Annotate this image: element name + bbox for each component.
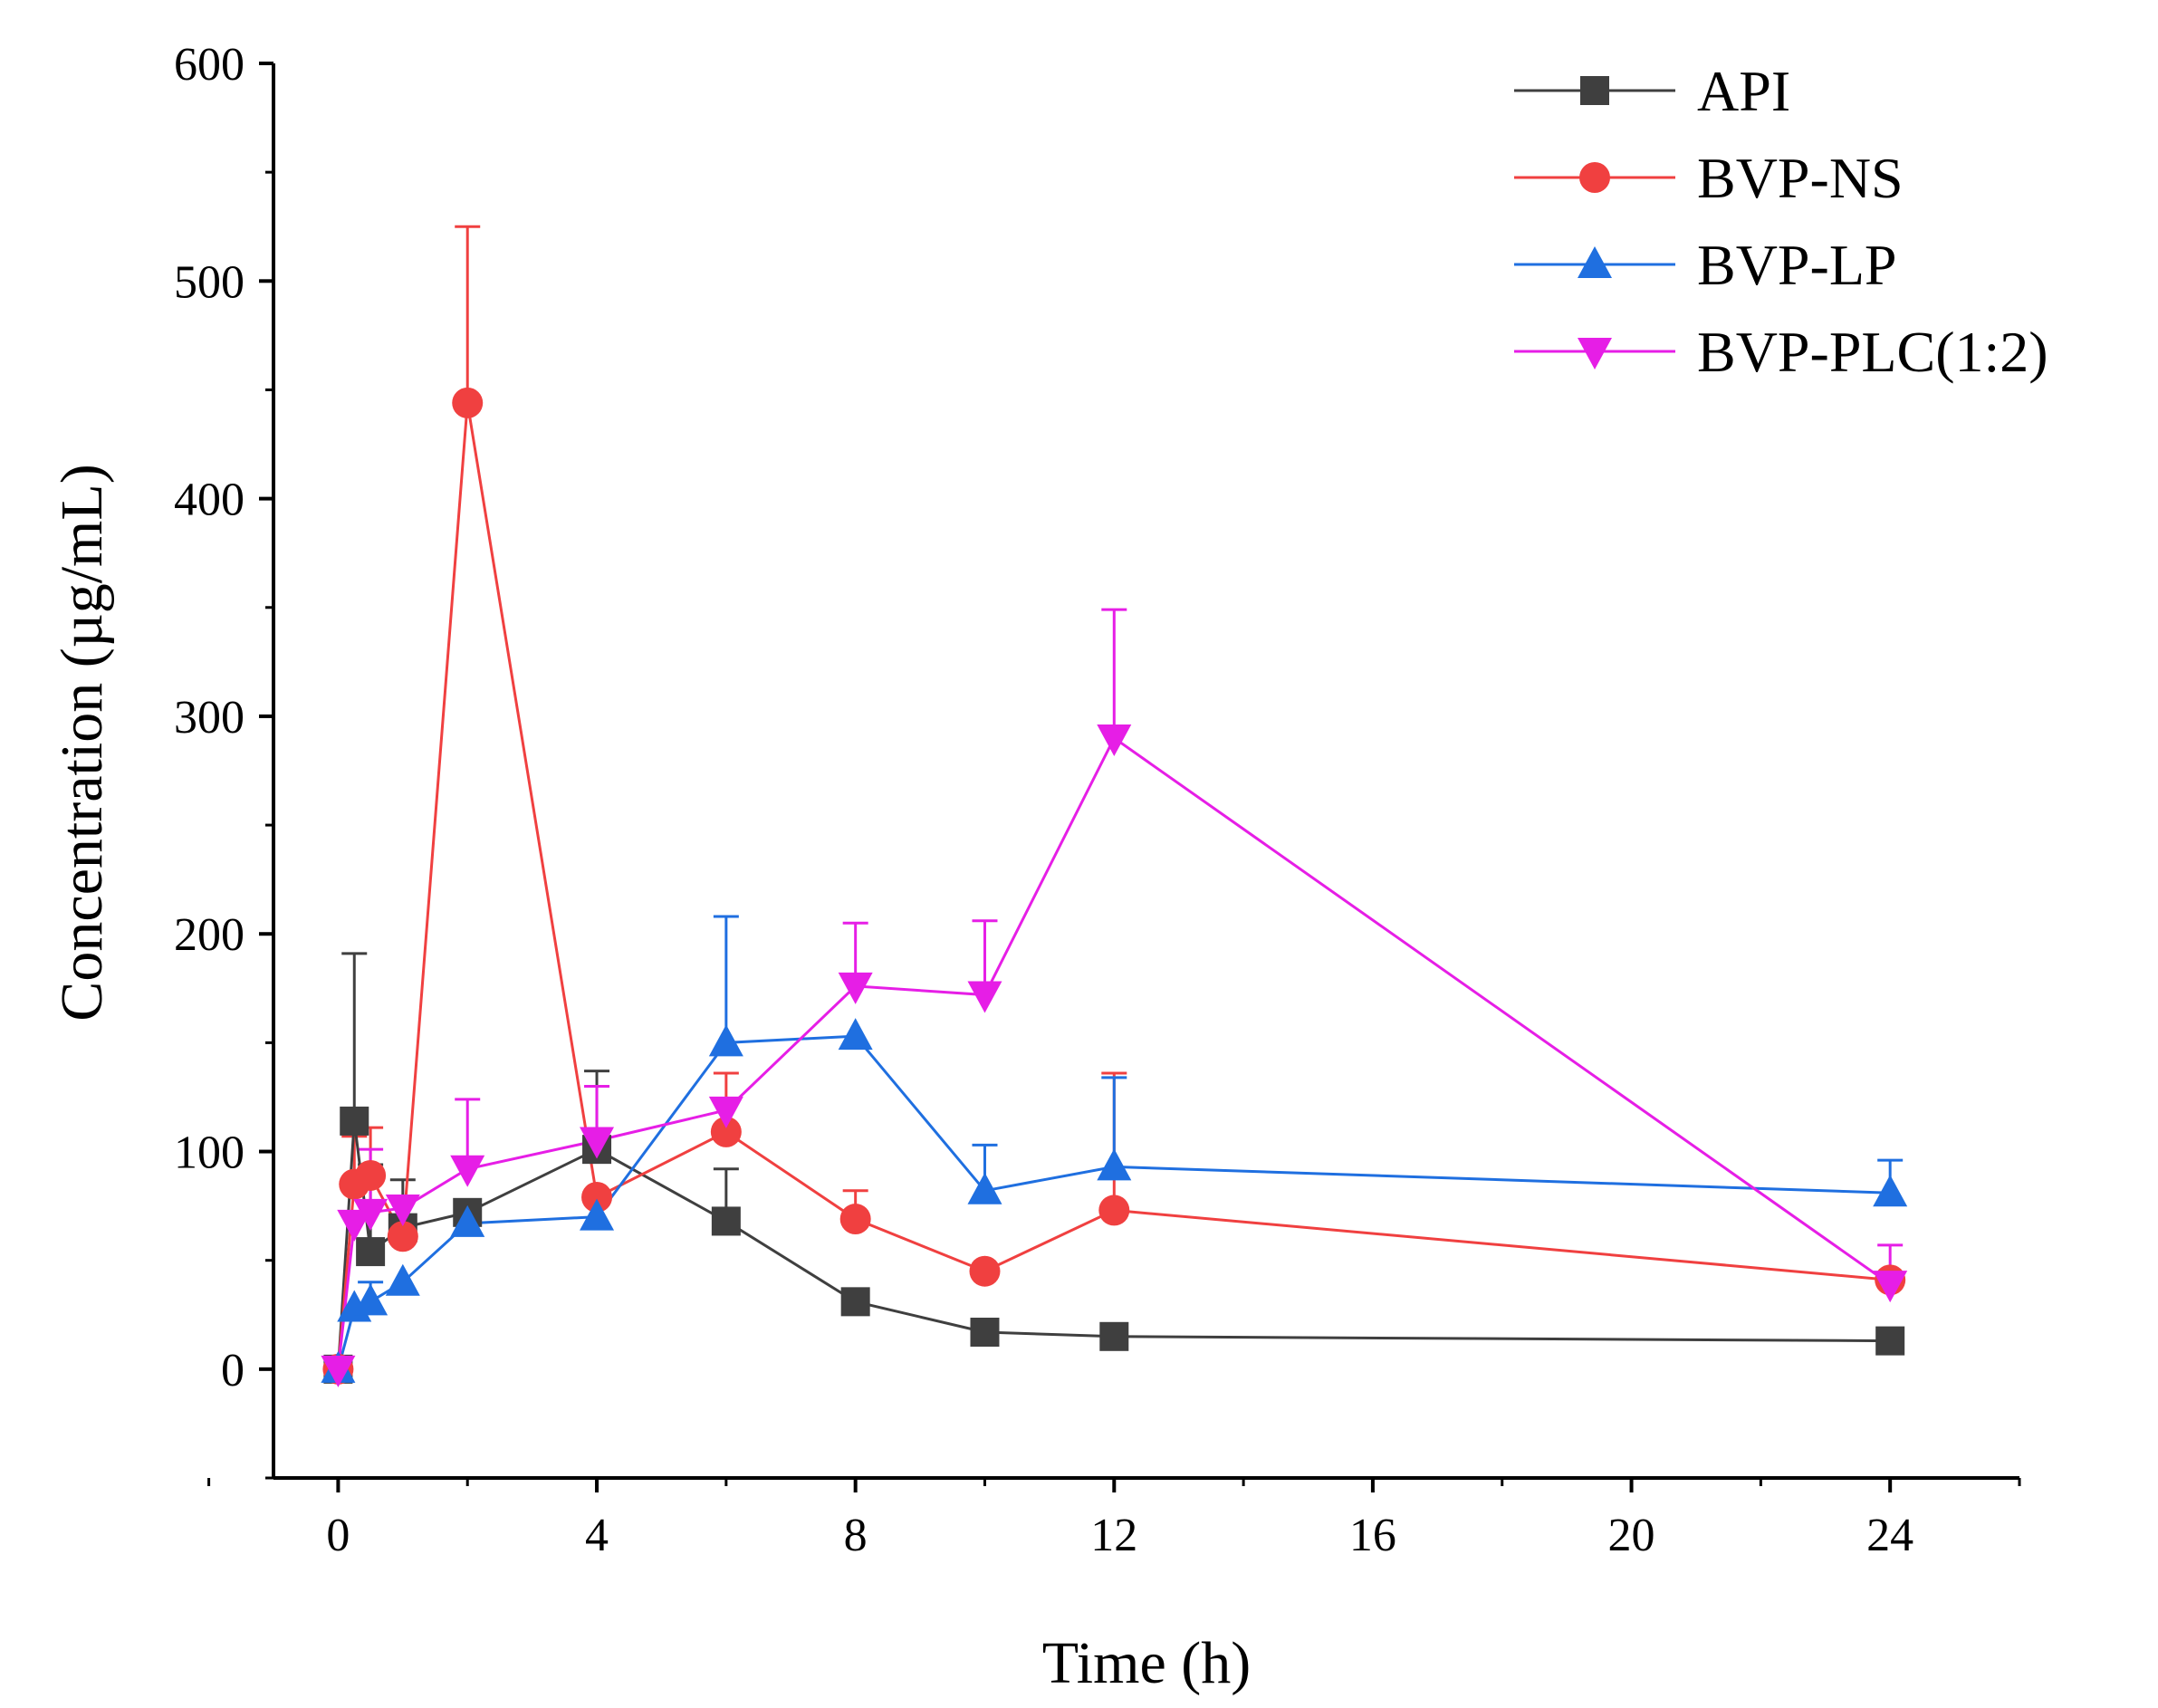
bvp-ns-point — [355, 1159, 387, 1191]
y-tick-label: 400 — [174, 475, 245, 526]
bvp-lp-point — [708, 1024, 743, 1057]
x-tick-label: 12 — [1090, 1510, 1137, 1561]
legend-label-bvp-ns: BVP-NS — [1697, 146, 1904, 210]
legend-label-bvp-plc-1-2: BVP-PLC(1:2) — [1697, 320, 2048, 384]
api-point — [840, 1287, 870, 1317]
legend-marker-api — [1580, 76, 1609, 105]
legend-marker-bvp-lp — [1578, 246, 1612, 278]
bvp-ns-point — [969, 1255, 1001, 1287]
bvp-lp-point — [967, 1172, 1002, 1204]
y-tick-label: 200 — [174, 909, 245, 961]
bvp-ns-point — [1098, 1195, 1130, 1226]
bvp-ns-point — [710, 1116, 742, 1147]
data-markers — [321, 387, 1908, 1387]
bvp-ns-point — [387, 1221, 418, 1252]
bvp-lp-point — [353, 1283, 388, 1316]
bvp-plc-1-2-series-line — [336, 735, 1892, 1370]
bvp-lp-point — [1873, 1175, 1908, 1207]
api-point — [1099, 1321, 1129, 1351]
legend: API BVP-NS BVP-LP BVP-PLC(1:2) — [1514, 59, 2048, 384]
axes: 0 100 200 300 400 500 600 0 4 8 12 16 20 24 — [174, 39, 2021, 1561]
api-point — [1875, 1326, 1905, 1356]
x-tick-label: 4 — [585, 1510, 609, 1561]
bvp-plc-1-2-point — [337, 1209, 372, 1242]
y-axis-title: Concentration (µg/mL) — [49, 464, 115, 1021]
legend-label-api: API — [1697, 59, 1790, 123]
bvp-ns-point — [581, 1182, 613, 1214]
bvp-plc-1-2-point — [580, 1127, 615, 1159]
bvp-lp-point — [580, 1198, 615, 1231]
error-bars — [341, 225, 1904, 1302]
bvp-lp-point — [838, 1018, 873, 1051]
bvp-plc-1-2-point — [838, 972, 873, 1004]
legend-label-bvp-lp: BVP-LP — [1697, 233, 1897, 297]
y-tick-label: 100 — [174, 1127, 245, 1179]
x-tick-label: 8 — [844, 1510, 868, 1561]
y-tick-label: 500 — [174, 256, 245, 308]
api-point — [711, 1206, 741, 1236]
bvp-lp-point — [450, 1204, 485, 1237]
y-tick-label: 0 — [221, 1345, 245, 1396]
y-tick-label: 300 — [174, 692, 245, 744]
bvp-plc-1-2-point — [450, 1155, 485, 1187]
bvp-lp-point — [1097, 1148, 1132, 1181]
x-tick-label: 0 — [326, 1510, 350, 1561]
api-point — [340, 1106, 369, 1136]
legend-marker-bvp-plc-1-2 — [1578, 338, 1612, 369]
bvp-plc-1-2-point — [353, 1198, 388, 1231]
bvp-ns-point — [839, 1204, 871, 1235]
x-axis-title: Time (h) — [1042, 1630, 1251, 1696]
api-point — [356, 1237, 386, 1267]
api-point — [970, 1317, 1000, 1347]
bvp-plc-1-2-point — [708, 1096, 743, 1128]
bvp-plc-1-2-point — [1097, 724, 1132, 756]
legend-marker-bvp-ns — [1579, 162, 1610, 193]
bvp-lp-point — [385, 1263, 420, 1296]
x-tick-label: 16 — [1349, 1510, 1396, 1561]
bvp-plc-1-2-point — [321, 1355, 356, 1387]
bvp-plc-1-2-point — [385, 1195, 420, 1227]
x-tick-label: 20 — [1608, 1510, 1655, 1561]
bvp-plc-1-2-point — [967, 981, 1002, 1013]
bvp-ns-point — [452, 387, 484, 418]
bvp-plc-1-2-point — [1873, 1271, 1908, 1303]
x-tick-label: 24 — [1866, 1510, 1913, 1561]
y-tick-label: 600 — [174, 39, 245, 91]
